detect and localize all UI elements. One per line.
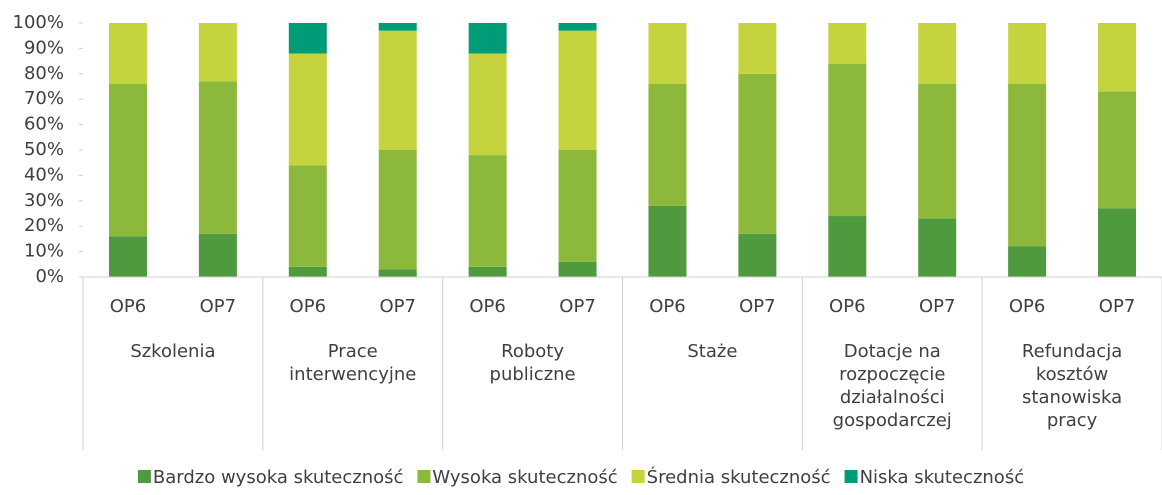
bar-segment [648, 83, 687, 206]
y-tick-label: 10% [24, 241, 64, 262]
bar-segment [918, 23, 957, 84]
group-label: Staże [687, 341, 738, 362]
group-label: Dotacje na rozpoczęcie działalności gosp… [832, 341, 952, 431]
legend-swatch [844, 470, 858, 483]
bar-segment [468, 266, 507, 277]
bar-segment [288, 266, 327, 277]
bar-segment [108, 83, 147, 237]
y-tick-label: 80% [24, 63, 64, 84]
group-label: Roboty publiczne [489, 341, 576, 385]
bar-segment [198, 81, 237, 234]
x-tick-label: OP6 [290, 296, 326, 317]
x-tick-label: OP6 [1009, 296, 1045, 317]
legend-label: Niska skuteczność [860, 467, 1025, 488]
y-tick-label: 30% [24, 190, 64, 211]
bar-segment [198, 23, 237, 82]
bar-segment [288, 165, 327, 267]
y-tick-label: 20% [24, 215, 64, 236]
group-label: Prace interwencyjne [289, 341, 417, 385]
bar-segment [648, 23, 687, 84]
bar-segment [918, 218, 957, 277]
y-tick-label: 70% [24, 88, 64, 109]
legend-label: Średnia skuteczność [647, 466, 831, 488]
legend-swatch [631, 470, 645, 483]
bar-segment [1008, 23, 1047, 84]
bar-segment [378, 30, 417, 150]
x-tick-label: OP7 [1099, 296, 1135, 317]
bar-segment [828, 216, 867, 277]
group-label: Refundacja kosztów stanowiska pracy [1021, 341, 1123, 431]
bar-segment [1098, 23, 1137, 92]
bar-segment [108, 23, 147, 84]
x-tick-label: OP7 [919, 296, 955, 317]
bar-segment [558, 23, 597, 31]
bar-segment [198, 233, 237, 277]
bar-segment [828, 23, 867, 64]
bar-segment [558, 261, 597, 277]
bar-segment [378, 269, 417, 277]
legend-label: Wysoka skuteczność [432, 467, 617, 488]
bar-segment [288, 23, 327, 54]
legend-swatch [137, 470, 151, 483]
x-tick-label: OP6 [649, 296, 685, 317]
x-tick-label: OP6 [110, 296, 146, 317]
bar-segment [558, 30, 597, 150]
bar-segment [378, 23, 417, 31]
x-tick-label: OP6 [469, 296, 505, 317]
bar-segment [828, 63, 867, 217]
y-tick-label: 100% [13, 12, 64, 33]
y-tick-label: 50% [24, 139, 64, 160]
bar-segment [468, 23, 507, 54]
bar-segment [378, 150, 417, 270]
x-tick-label: OP7 [379, 296, 415, 317]
legend-label: Bardzo wysoka skuteczność [153, 467, 404, 488]
bar-segment [468, 53, 507, 156]
bar-segment [918, 83, 957, 219]
x-tick-label: OP7 [559, 296, 595, 317]
bar-segment [108, 236, 147, 277]
bar-segment [288, 53, 327, 166]
group-label: Szkolenia [130, 341, 216, 362]
bar-segment [558, 150, 597, 262]
bar-segment [648, 205, 687, 277]
y-tick-label: 60% [24, 114, 64, 135]
bar-segment [738, 233, 777, 277]
legend-swatch [417, 470, 431, 483]
x-tick-label: OP6 [829, 296, 865, 317]
y-tick-label: 40% [24, 164, 64, 185]
y-tick-label: 0% [35, 266, 64, 287]
bar-segment [738, 23, 777, 74]
x-tick-label: OP7 [200, 296, 236, 317]
bar-segment [738, 73, 777, 234]
bar-segment [1098, 208, 1137, 277]
x-tick-label: OP7 [739, 296, 775, 317]
y-tick-label: 90% [24, 37, 64, 58]
bar-segment [468, 155, 507, 267]
bar-segment [1008, 246, 1047, 277]
bar-segment [1098, 91, 1137, 209]
bar-segment [1008, 83, 1047, 247]
